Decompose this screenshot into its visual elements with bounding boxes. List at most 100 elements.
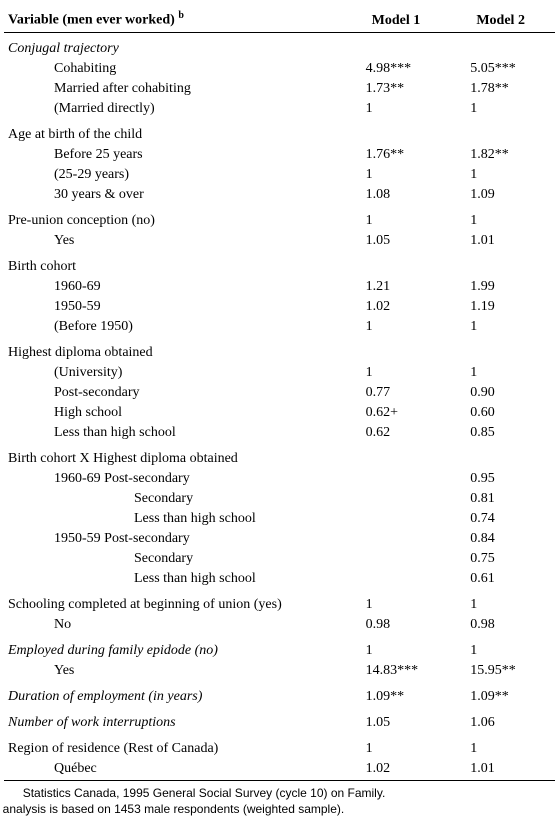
row-model1: 1 xyxy=(346,733,451,759)
row-model2: 1.19 xyxy=(450,297,555,317)
row-model2: 0.81 xyxy=(450,489,555,509)
row-model1 xyxy=(346,469,451,489)
table-row: No0.980.98 xyxy=(4,615,555,635)
table-row: 30 years & over1.081.09 xyxy=(4,185,555,205)
row-model1 xyxy=(346,549,451,569)
table-row: Region of residence (Rest of Canada)11 xyxy=(4,733,555,759)
table-row: Conjugal trajectory xyxy=(4,32,555,59)
table-row: High school0.62+0.60 xyxy=(4,403,555,423)
row-model2: 1 xyxy=(450,99,555,119)
row-model2: 0.90 xyxy=(450,383,555,403)
row-model1: 1 xyxy=(346,589,451,615)
row-model2: 1.01 xyxy=(450,759,555,781)
table-row: Less than high school0.620.85 xyxy=(4,423,555,443)
row-model1: 4.98*** xyxy=(346,59,451,79)
row-label: Less than high school xyxy=(4,423,346,443)
row-label: Cohabiting xyxy=(4,59,346,79)
row-model1 xyxy=(346,509,451,529)
table-row: Duration of employment (in years)1.09**1… xyxy=(4,681,555,707)
row-model1: 1.05 xyxy=(346,707,451,733)
row-model1: 1 xyxy=(346,99,451,119)
header-variable: Variable (men ever worked) b xyxy=(4,8,346,32)
row-label: (Married directly) xyxy=(4,99,346,119)
row-label: 1960-69 Post-secondary xyxy=(4,469,346,489)
row-model2 xyxy=(450,32,555,59)
row-label: Secondary xyxy=(4,489,346,509)
row-model1: 1 xyxy=(346,363,451,383)
table-row: 1960-691.211.99 xyxy=(4,277,555,297)
row-model2: 1 xyxy=(450,363,555,383)
table-row: 1950-591.021.19 xyxy=(4,297,555,317)
row-label: Less than high school xyxy=(4,509,346,529)
table-row: Yes1.051.01 xyxy=(4,231,555,251)
row-model1 xyxy=(346,443,451,469)
row-model1 xyxy=(346,489,451,509)
row-label: (University) xyxy=(4,363,346,383)
table-row: Secondary 0.81 xyxy=(4,489,555,509)
row-model1: 1 xyxy=(346,635,451,661)
table-row: Less than high school0.61 xyxy=(4,569,555,589)
row-model1: 1 xyxy=(346,165,451,185)
row-model2: 1.09** xyxy=(450,681,555,707)
row-model2: 0.60 xyxy=(450,403,555,423)
row-model2: 1 xyxy=(450,165,555,185)
footnote-block: e: Statistics Canada, 1995 General Socia… xyxy=(0,785,555,817)
row-model1: 0.98 xyxy=(346,615,451,635)
row-model2: 1.82** xyxy=(450,145,555,165)
row-model2: 5.05*** xyxy=(450,59,555,79)
row-model1: 14.83*** xyxy=(346,661,451,681)
row-label: 30 years & over xyxy=(4,185,346,205)
row-model1 xyxy=(346,569,451,589)
row-model2: 0.98 xyxy=(450,615,555,635)
table-row: Employed during family epidode (no)11 xyxy=(4,635,555,661)
row-label: Highest diploma obtained xyxy=(4,337,346,363)
row-model2: 0.85 xyxy=(450,423,555,443)
table-row: (25-29 years)11 xyxy=(4,165,555,185)
row-label: 1950-59 Post-secondary xyxy=(4,529,346,549)
row-label: 1960-69 xyxy=(4,277,346,297)
row-label: High school xyxy=(4,403,346,423)
row-model2 xyxy=(450,443,555,469)
row-model2: 1.06 xyxy=(450,707,555,733)
header-model1: Model 1 xyxy=(346,8,451,32)
table-row: Married after cohabiting1.73**1.78** xyxy=(4,79,555,99)
row-label: Schooling completed at beginning of unio… xyxy=(4,589,346,615)
table-row: Cohabiting4.98***5.05*** xyxy=(4,59,555,79)
table-row: (University)11 xyxy=(4,363,555,383)
table-row: Birth cohort xyxy=(4,251,555,277)
row-model2: 1.01 xyxy=(450,231,555,251)
table-row: Pre-union conception (no)11 xyxy=(4,205,555,231)
row-label: Post-secondary xyxy=(4,383,346,403)
table-row: Schooling completed at beginning of unio… xyxy=(4,589,555,615)
row-model2: 0.74 xyxy=(450,509,555,529)
table-row: Age at birth of the child xyxy=(4,119,555,145)
row-model1: 1.02 xyxy=(346,759,451,781)
row-model1 xyxy=(346,529,451,549)
row-model1: 1.21 xyxy=(346,277,451,297)
row-label: Before 25 years xyxy=(4,145,346,165)
row-model1 xyxy=(346,32,451,59)
row-model2: 1 xyxy=(450,733,555,759)
row-model2 xyxy=(450,119,555,145)
table-row: (Married directly)11 xyxy=(4,99,555,119)
row-label: Married after cohabiting xyxy=(4,79,346,99)
row-model1: 1.73** xyxy=(346,79,451,99)
row-label: Employed during family epidode (no) xyxy=(4,635,346,661)
row-label: Pre-union conception (no) xyxy=(4,205,346,231)
row-label: Region of residence (Rest of Canada) xyxy=(4,733,346,759)
row-model2: 0.95 xyxy=(450,469,555,489)
header-row: Variable (men ever worked) b Model 1 Mod… xyxy=(4,8,555,32)
row-model1: 1 xyxy=(346,205,451,231)
table-row: Highest diploma obtained xyxy=(4,337,555,363)
row-model1: 0.77 xyxy=(346,383,451,403)
row-model2: 0.75 xyxy=(450,549,555,569)
row-model2: 0.84 xyxy=(450,529,555,549)
row-model1: 0.62+ xyxy=(346,403,451,423)
regression-table: Variable (men ever worked) b Model 1 Mod… xyxy=(4,8,555,781)
row-model1: 1 xyxy=(346,317,451,337)
row-model2: 1 xyxy=(450,635,555,661)
row-model2: 1.78** xyxy=(450,79,555,99)
table-row: Post-secondary0.770.90 xyxy=(4,383,555,403)
table-row: (Before 1950)11 xyxy=(4,317,555,337)
table-row: 1960-69 Post-secondary 0.95 xyxy=(4,469,555,489)
